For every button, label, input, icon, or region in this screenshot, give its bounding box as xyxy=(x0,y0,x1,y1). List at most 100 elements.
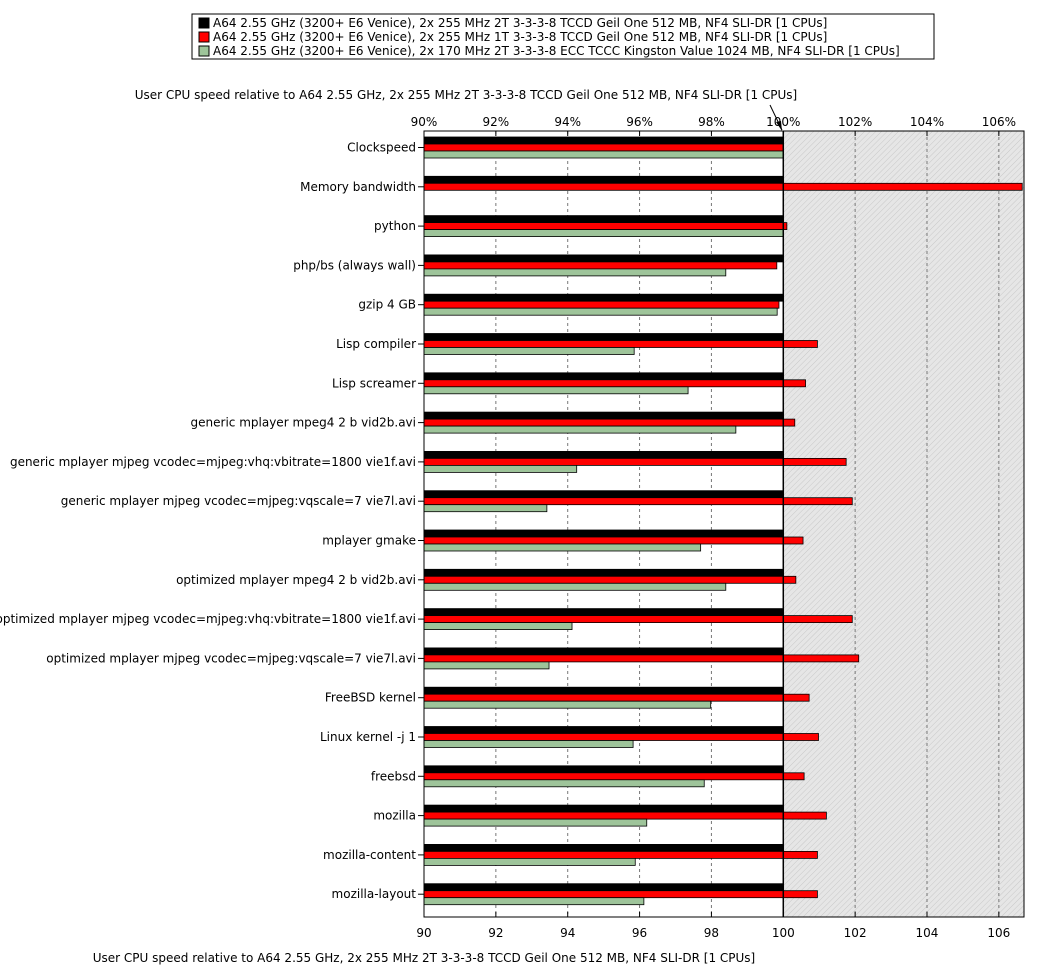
category-label: php/bs (always wall) xyxy=(293,258,416,272)
bar-series-3 xyxy=(423,818,648,827)
bar-series-3 xyxy=(423,740,634,748)
bottom-tick-label: 90 xyxy=(416,926,431,940)
top-tick-label: 90% xyxy=(411,115,438,129)
top-tick-label: 92% xyxy=(483,115,510,129)
x-axis-label: User CPU speed relative to A64 2.55 GHz,… xyxy=(93,951,755,965)
bar-series-3 xyxy=(423,582,727,591)
bar-series-3 xyxy=(423,897,645,906)
legend-label-series-1: A64 2.55 GHz (3200+ E6 Venice), 2x 255 M… xyxy=(213,16,827,30)
category-label: generic mplayer mpeg4 2 b vid2b.avi xyxy=(191,416,416,430)
bar-series-2 xyxy=(423,261,778,270)
top-tick-label: 106% xyxy=(982,115,1016,129)
bar-series-3 xyxy=(423,425,737,434)
bar-series-3 xyxy=(423,779,705,788)
category-label: python xyxy=(374,219,416,233)
bottom-tick-label: 92 xyxy=(488,926,503,940)
legend-label-series-2: A64 2.55 GHz (3200+ E6 Venice), 2x 255 M… xyxy=(213,30,827,44)
top-tick-label: 104% xyxy=(910,115,944,129)
bar-series-3 xyxy=(423,347,635,355)
bar-series-3 xyxy=(423,229,784,238)
bar-series-2 xyxy=(423,654,860,663)
top-axis: 90% 92% 94% 96% 98% 100% 102% 104% 106% xyxy=(411,115,1016,136)
top-tick-label: 102% xyxy=(838,115,872,129)
bar-series-3 xyxy=(423,858,636,866)
category-label: mozilla xyxy=(373,809,416,823)
bar-series-1 xyxy=(423,490,784,499)
category-label: FreeBSD kernel xyxy=(325,691,416,705)
bar-series-2 xyxy=(423,693,810,702)
legend-swatch-series-2 xyxy=(198,31,210,43)
top-tick-label: 96% xyxy=(626,115,653,129)
reference-arrowhead xyxy=(776,121,782,131)
category-label: Lisp compiler xyxy=(336,337,416,351)
category-label: Linux kernel -j 1 xyxy=(320,730,416,744)
bar-series-2 xyxy=(423,811,827,820)
top-tick-label: 94% xyxy=(554,115,581,129)
bar-series-1 xyxy=(423,726,784,734)
bar-series-2 xyxy=(423,379,806,388)
bar-series-3 xyxy=(423,268,727,277)
bar-series-2 xyxy=(423,575,797,584)
chart-title: User CPU speed relative to A64 2.55 GHz,… xyxy=(135,88,797,102)
bar-series-2 xyxy=(423,615,853,623)
bar-series-1 xyxy=(423,804,784,813)
bar-series-1 xyxy=(423,215,784,224)
top-tick-label: 98% xyxy=(698,115,725,129)
bar-series-1 xyxy=(423,450,784,459)
category-label: Clockspeed xyxy=(347,141,416,155)
bar-series-1 xyxy=(423,293,784,302)
bar-series-2 xyxy=(423,300,780,309)
bottom-axis: 90 92 94 96 98 100 102 104 106 xyxy=(416,912,1010,940)
bar-series-3 xyxy=(423,150,784,159)
category-label: mozilla-layout xyxy=(332,887,417,901)
bar-series-3 xyxy=(423,661,550,670)
bottom-tick-label: 102 xyxy=(844,926,867,940)
category-labels: Clockspeed Memory bandwidth python php/bs (… xyxy=(0,141,424,901)
bar-series-3 xyxy=(423,700,712,709)
bottom-tick-label: 104 xyxy=(916,926,939,940)
bar-series-1 xyxy=(423,686,784,695)
category-label: freebsd xyxy=(371,769,416,783)
bar-series-1 xyxy=(423,372,784,381)
bar-series-2 xyxy=(423,890,818,899)
category-label: optimized mplayer mjpeg vcodec=mjpeg:vhq… xyxy=(0,612,416,626)
bar-series-3 xyxy=(423,543,702,552)
bar-series-3 xyxy=(423,504,548,513)
category-label: Lisp screamer xyxy=(332,376,416,390)
legend: A64 2.55 GHz (3200+ E6 Venice), 2x 255 M… xyxy=(191,13,935,60)
plot-frame xyxy=(423,130,1025,918)
bottom-tick-label: 94 xyxy=(560,926,575,940)
bar-series-2 xyxy=(423,418,796,427)
bar-series-1 xyxy=(423,333,784,341)
bar-series-1 xyxy=(423,844,784,852)
bar-series-1 xyxy=(423,175,784,184)
bar-series-2 xyxy=(423,733,819,741)
plot-area-above-reference xyxy=(783,131,1024,917)
bar-series-3 xyxy=(423,386,689,395)
bar-series-1 xyxy=(423,136,784,145)
bar-series-1 xyxy=(423,254,784,263)
category-label: optimized mplayer mpeg4 2 b vid2b.avi xyxy=(176,573,416,587)
category-label: optimized mplayer mjpeg vcodec=mjpeg:vqs… xyxy=(46,651,416,665)
bar-series-2 xyxy=(423,536,804,545)
bar-series-2 xyxy=(423,497,853,506)
bar-series-3 xyxy=(423,307,778,316)
bottom-tick-label: 100 xyxy=(772,926,795,940)
bar-series-1 xyxy=(423,568,784,577)
bar-series-3 xyxy=(423,622,573,630)
bottom-tick-label: 96 xyxy=(632,926,647,940)
bars xyxy=(423,136,1023,906)
category-label: mozilla-content xyxy=(323,848,416,862)
category-label: gzip 4 GB xyxy=(358,298,416,312)
bar-series-1 xyxy=(423,765,784,774)
bottom-tick-label: 98 xyxy=(704,926,719,940)
bar-series-1 xyxy=(423,883,784,892)
bar-series-1 xyxy=(423,529,784,538)
category-label: generic mplayer mjpeg vcodec=mjpeg:vqsca… xyxy=(61,494,416,508)
bar-series-3 xyxy=(423,464,578,473)
bottom-tick-label: 106 xyxy=(987,926,1010,940)
category-label: mplayer gmake xyxy=(322,534,416,548)
legend-swatch-series-3 xyxy=(198,45,210,57)
top-tick-label: 100% xyxy=(766,115,800,129)
